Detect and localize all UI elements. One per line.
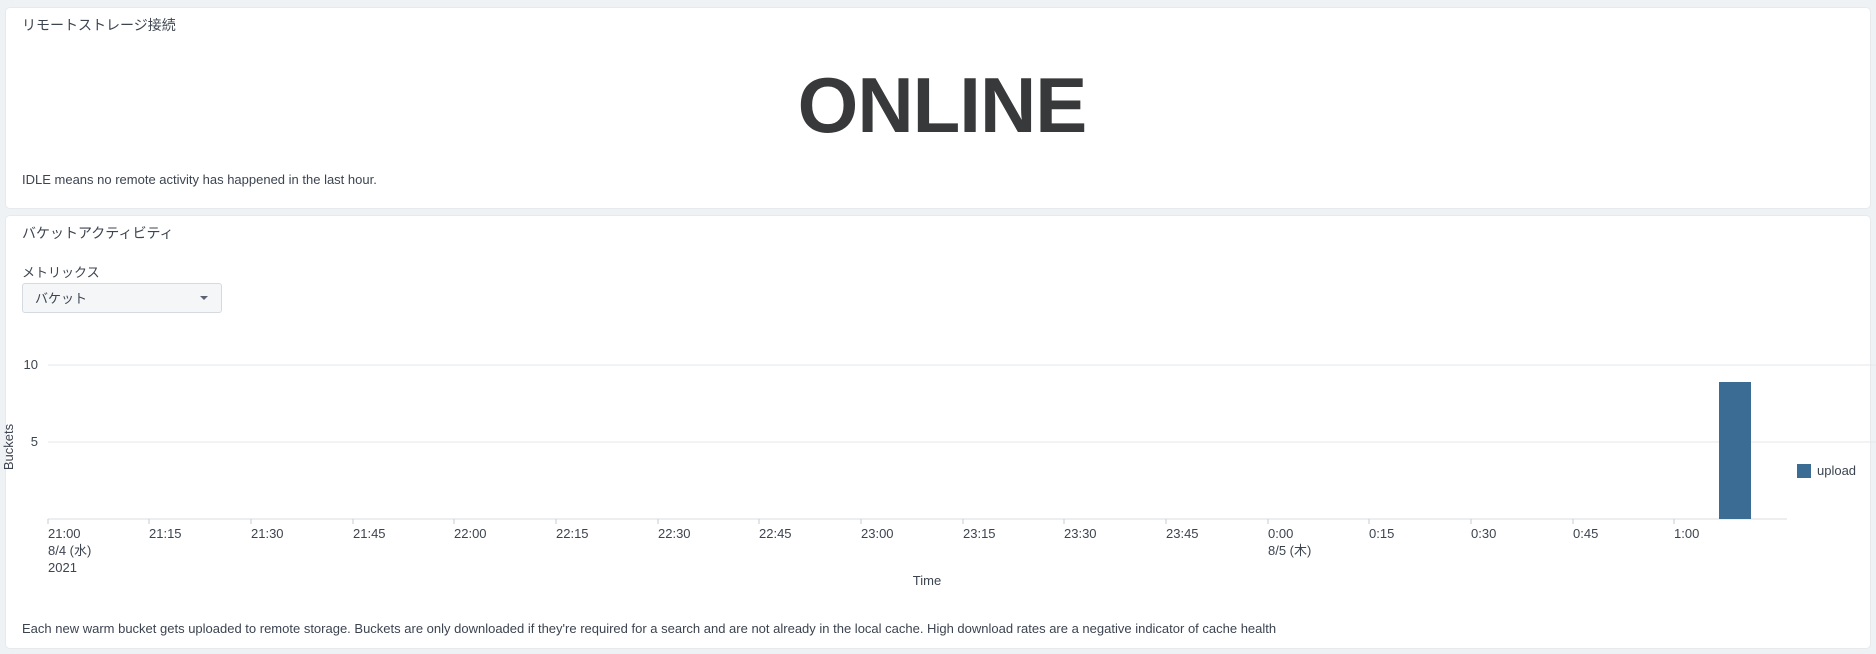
svg-text:Buckets: Buckets [1, 423, 16, 470]
svg-text:23:45: 23:45 [1166, 526, 1199, 541]
svg-text:21:30: 21:30 [251, 526, 284, 541]
svg-text:2021: 2021 [48, 560, 77, 575]
svg-text:8/4 (水): 8/4 (水) [48, 543, 91, 558]
svg-text:22:30: 22:30 [658, 526, 691, 541]
svg-text:21:15: 21:15 [149, 526, 182, 541]
svg-text:21:00: 21:00 [48, 526, 81, 541]
svg-text:0:15: 0:15 [1369, 526, 1394, 541]
svg-text:5: 5 [31, 434, 38, 449]
svg-text:0:30: 0:30 [1471, 526, 1496, 541]
svg-text:0:45: 0:45 [1573, 526, 1598, 541]
svg-text:10: 10 [24, 357, 38, 372]
svg-text:23:00: 23:00 [861, 526, 894, 541]
svg-text:21:45: 21:45 [353, 526, 386, 541]
svg-text:23:15: 23:15 [963, 526, 996, 541]
svg-text:23:30: 23:30 [1064, 526, 1097, 541]
svg-text:upload: upload [1817, 463, 1856, 478]
svg-text:0:00: 0:00 [1268, 526, 1293, 541]
svg-text:1:00: 1:00 [1674, 526, 1699, 541]
svg-text:22:00: 22:00 [454, 526, 487, 541]
svg-text:8/5 (木): 8/5 (木) [1268, 543, 1311, 558]
svg-text:Time: Time [913, 573, 941, 588]
svg-text:22:15: 22:15 [556, 526, 589, 541]
svg-text:22:45: 22:45 [759, 526, 792, 541]
